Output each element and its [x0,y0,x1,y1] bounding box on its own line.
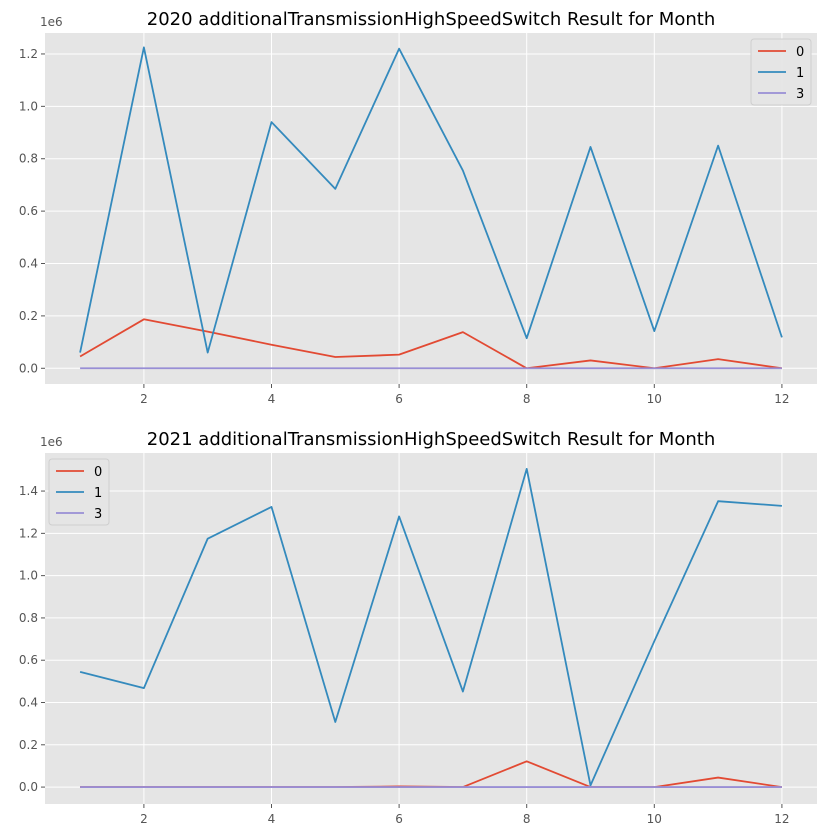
x-tick-label: 8 [523,812,531,826]
x-tick-label: 12 [774,812,789,826]
x-tick-label: 6 [395,392,403,406]
y-tick-label: 0.8 [19,152,38,166]
x-tick-label: 4 [268,812,276,826]
legend-label: 3 [796,87,804,102]
x-tick-label: 12 [774,392,789,406]
y-tick-label: 0.4 [19,696,38,710]
series-line-1 [79,467,782,787]
x-tick-label: 10 [647,392,662,406]
legend-label: 3 [94,507,102,522]
x-tick-label: 4 [268,392,276,406]
y-tick-label: 1.4 [19,484,38,498]
series-line-0 [79,318,783,370]
legend-label: 0 [796,45,804,60]
legend-label: 1 [796,66,804,81]
y-tick-label: 1.2 [19,47,38,61]
x-tick-label: 2 [140,812,148,826]
y-axis-offset-label: 1e6 [40,435,63,449]
legend: 0 1 3 [750,38,812,106]
y-tick-label: 0.4 [19,257,38,271]
y-tick-label: 1.0 [19,99,38,113]
y-tick-label: 0.6 [19,204,38,218]
y-tick-label: 0.0 [19,361,38,375]
legend: 0 1 3 [48,458,110,526]
y-tick-label: 1.0 [19,569,38,583]
y-tick-label: 0.0 [19,780,38,794]
chart-title: 2021 additionalTransmissionHighSpeedSwit… [147,429,715,450]
y-tick-label: 0.2 [19,309,38,323]
plot-area [45,453,817,804]
y-tick-label: 1.2 [19,526,38,540]
x-tick-label: 6 [395,812,403,826]
chart-title: 2020 additionalTransmissionHighSpeedSwit… [147,9,715,30]
x-tick-label: 8 [523,392,531,406]
x-tick-label: 2 [140,392,148,406]
legend-label: 1 [94,486,102,501]
legend-label: 0 [94,465,102,480]
y-tick-label: 0.2 [19,738,38,752]
y-axis-offset-label: 1e6 [40,15,63,29]
plot-area [45,33,817,384]
y-tick-label: 0.8 [19,611,38,625]
series-line-1 [79,46,783,354]
x-tick-label: 10 [647,812,662,826]
y-tick-label: 0.6 [19,653,38,667]
